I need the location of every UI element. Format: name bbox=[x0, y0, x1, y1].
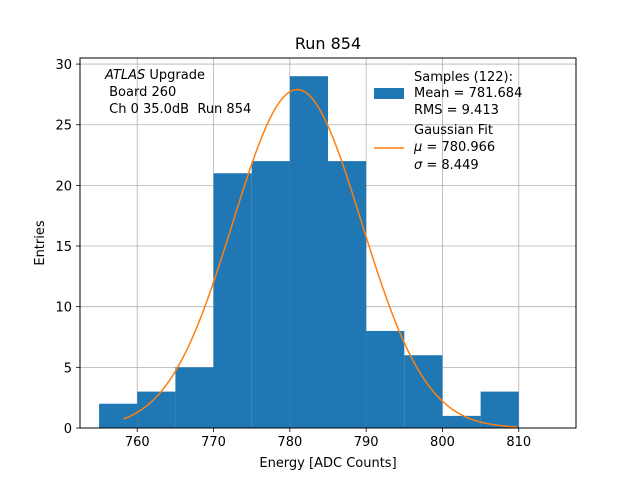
legend-fit-sigma: σ = 8.449 bbox=[414, 158, 479, 173]
legend-histogram-swatch bbox=[374, 88, 404, 99]
x-tick-label: 810 bbox=[506, 435, 531, 450]
annotation-atlas: ATLAS bbox=[104, 68, 145, 83]
legend: Samples (122): Mean = 781.684 RMS = 9.41… bbox=[374, 70, 522, 173]
annotation-line-2: Board 260 bbox=[105, 85, 176, 100]
y-tick-label: 20 bbox=[55, 179, 72, 194]
legend-samples-title: Samples (122): bbox=[414, 70, 513, 85]
legend-mu-symbol: μ bbox=[413, 140, 422, 155]
legend-samples-mean: Mean = 781.684 bbox=[414, 86, 522, 101]
x-tick-label: 770 bbox=[201, 435, 226, 450]
x-tick-label: 790 bbox=[354, 435, 379, 450]
x-tick-label: 800 bbox=[430, 435, 455, 450]
y-tick-label: 5 bbox=[64, 361, 72, 376]
x-axis-label: Energy [ADC Counts] bbox=[259, 456, 396, 471]
histogram-bar bbox=[251, 161, 290, 429]
histogram-bar bbox=[366, 330, 405, 428]
gaussian-fit-curve bbox=[123, 88, 518, 428]
x-axis-ticks: 760 770 780 790 800 810 bbox=[125, 428, 531, 450]
legend-sigma-symbol: σ bbox=[414, 158, 423, 173]
y-axis-ticks: 0 5 10 15 20 25 30 bbox=[55, 58, 80, 437]
x-tick-label: 760 bbox=[125, 435, 150, 450]
legend-fit-title: Gaussian Fit bbox=[414, 123, 493, 138]
legend-mu-value: = 780.966 bbox=[422, 140, 495, 155]
y-tick-label: 0 bbox=[64, 422, 72, 437]
histogram-bar bbox=[213, 173, 252, 428]
legend-samples-rms: RMS = 9.413 bbox=[414, 103, 499, 118]
y-tick-label: 25 bbox=[55, 119, 72, 134]
histogram-bar bbox=[328, 161, 367, 429]
annotation-upgrade: Upgrade bbox=[145, 68, 205, 83]
histogram-bars bbox=[99, 76, 519, 429]
annotation-line-1: ATLAS Upgrade bbox=[104, 68, 205, 83]
histogram-bar bbox=[175, 367, 214, 428]
histogram-bar bbox=[480, 391, 519, 428]
legend-fit-mu: μ = 780.966 bbox=[413, 140, 495, 155]
histogram-bar bbox=[289, 76, 328, 429]
histogram-bar bbox=[404, 355, 443, 428]
annotation-line-3: Ch 0 35.0dB Run 854 bbox=[105, 102, 251, 117]
y-tick-label: 15 bbox=[55, 240, 72, 255]
histogram-bar bbox=[442, 415, 481, 428]
legend-sigma-value: = 8.449 bbox=[422, 158, 478, 173]
y-axis-label: Entries bbox=[33, 220, 48, 266]
atlas-annotation: ATLAS Upgrade Board 260 Ch 0 35.0dB Run … bbox=[104, 68, 251, 117]
y-tick-label: 10 bbox=[55, 301, 72, 316]
chart-title: Run 854 bbox=[295, 34, 361, 53]
x-tick-label: 780 bbox=[277, 435, 302, 450]
plot-frame bbox=[79, 57, 577, 429]
y-tick-label: 30 bbox=[55, 58, 72, 73]
